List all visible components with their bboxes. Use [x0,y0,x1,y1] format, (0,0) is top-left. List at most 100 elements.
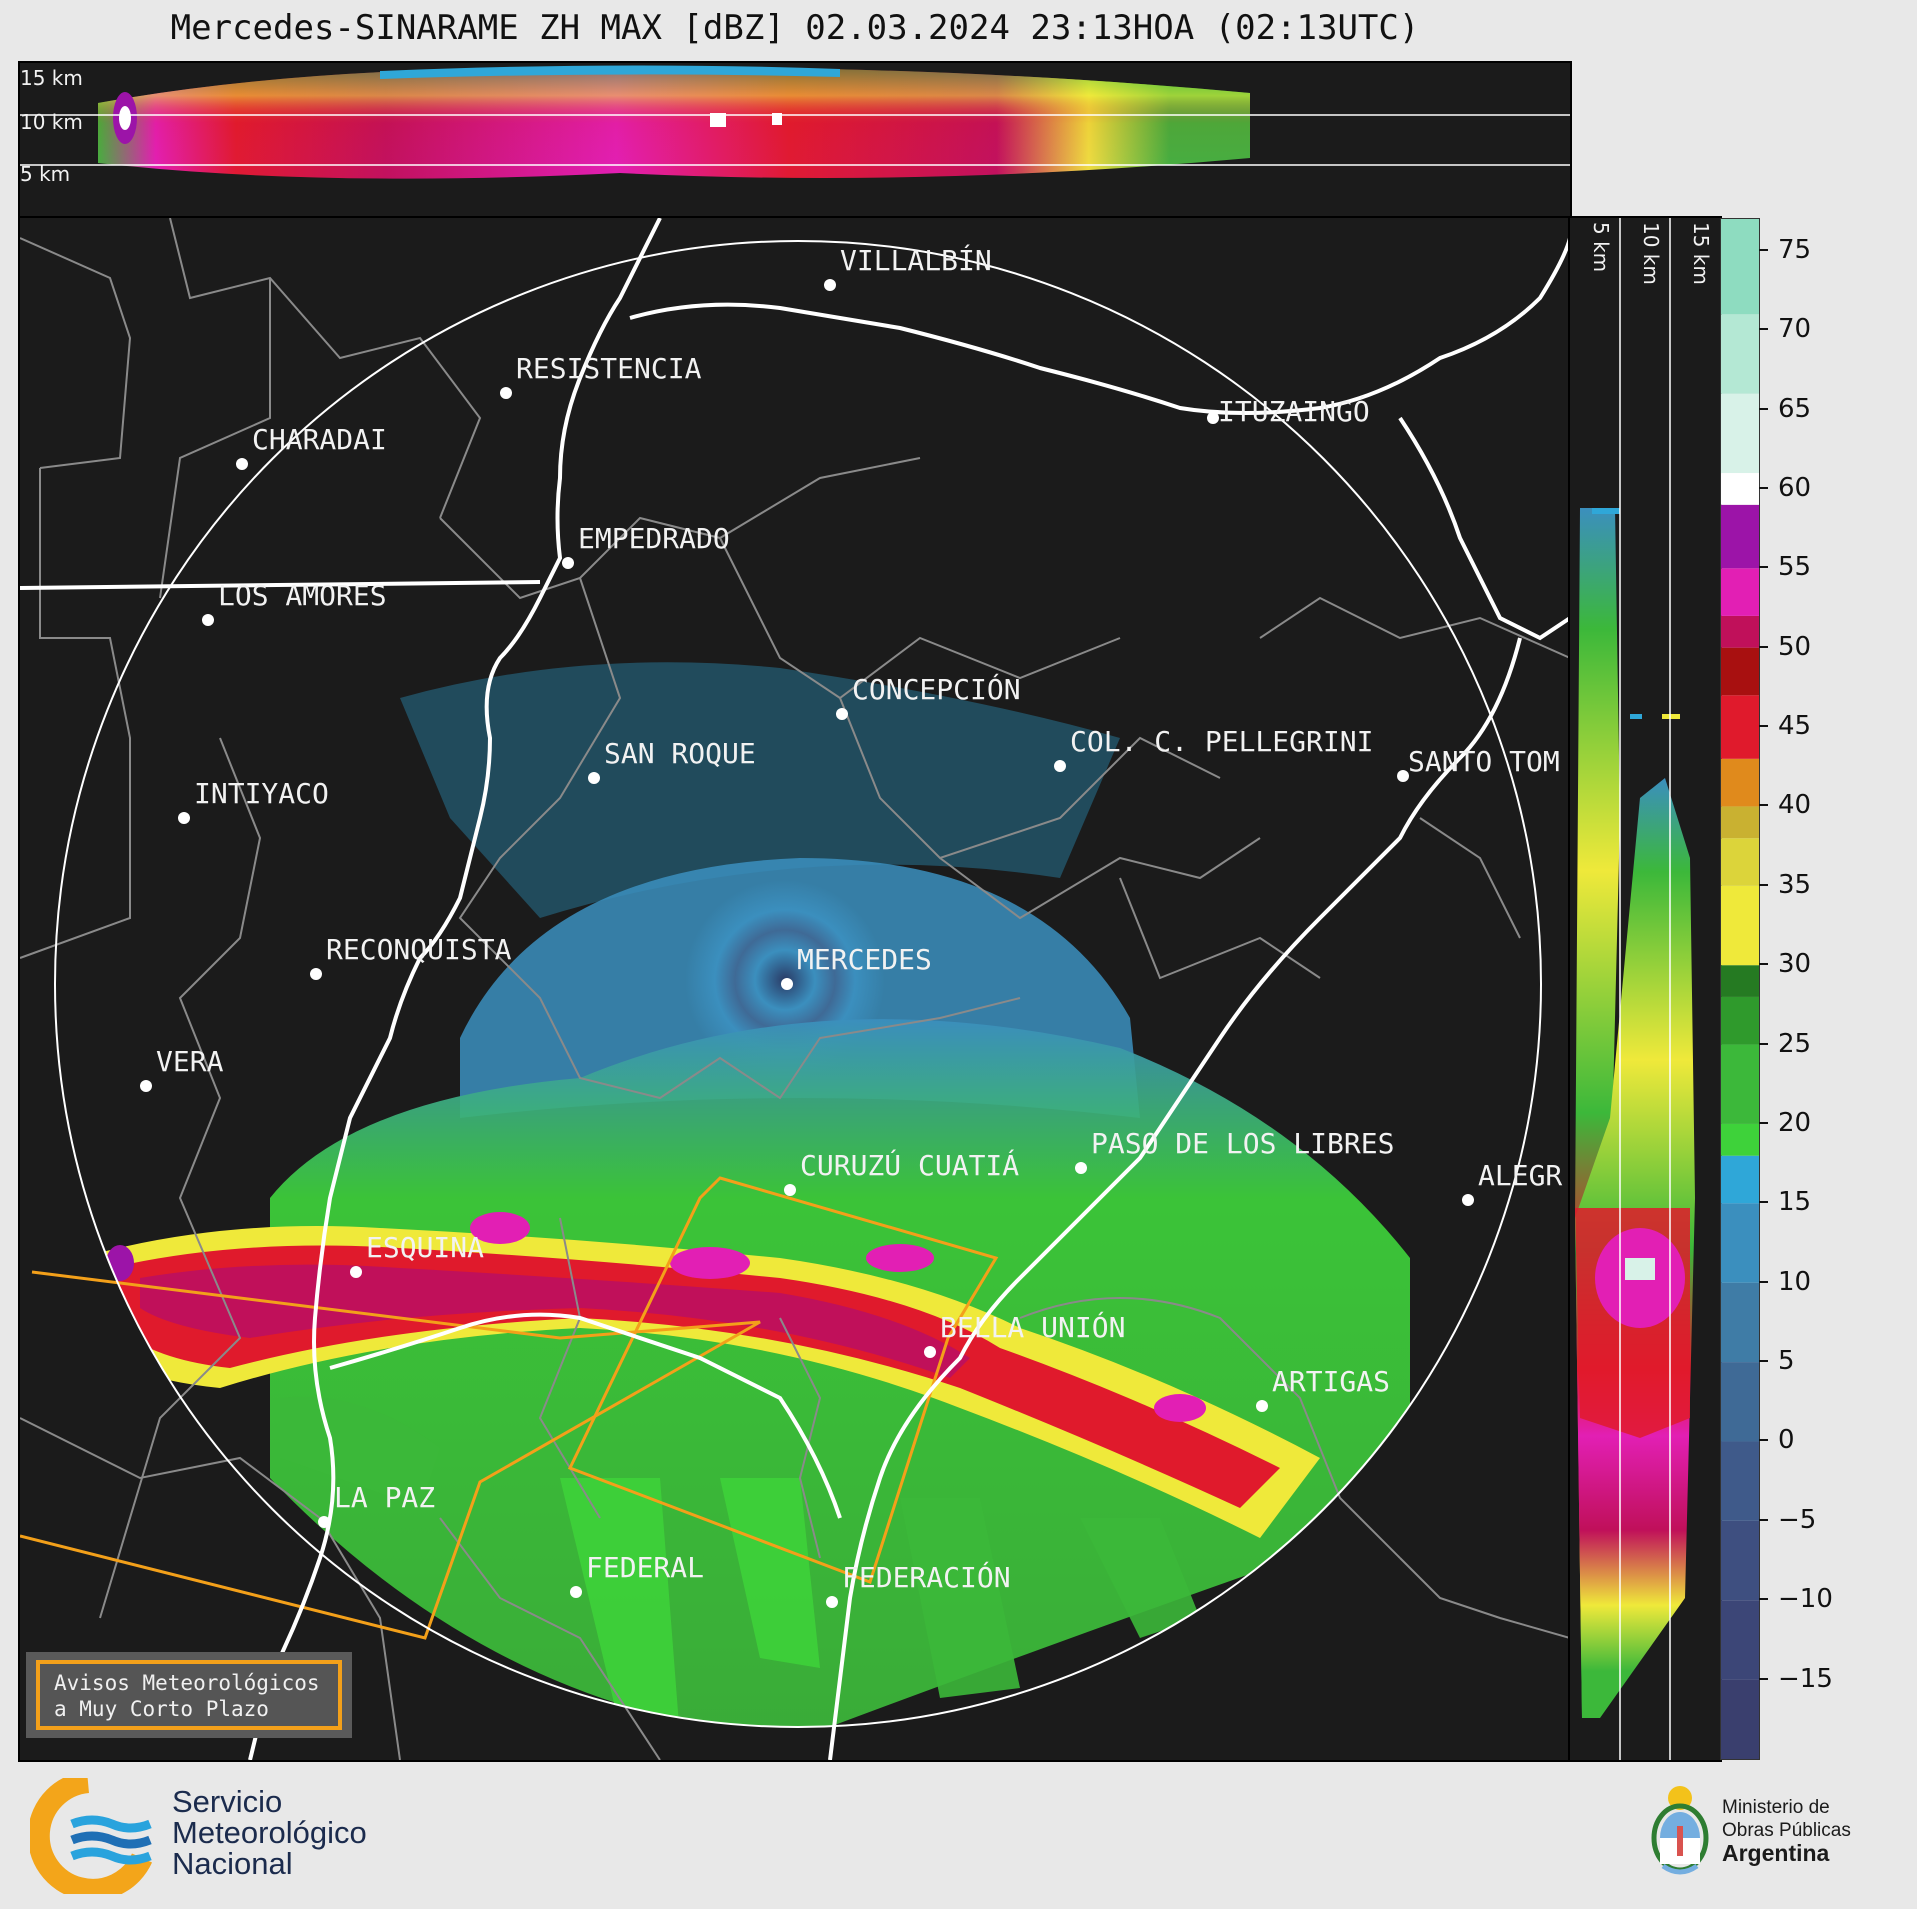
city-esquina[interactable]: ESQUINA [350,1231,484,1278]
colorbar-segment [1721,647,1759,696]
smn-logo-icon [30,1778,166,1894]
colorbar-segment [1721,965,1759,997]
colorbar-segment [1721,885,1759,966]
city-mercedes[interactable]: MERCEDES [781,943,932,990]
side-cross-section: 5 km 10 km 15 km [1568,216,1722,1762]
colorbar-tick-mark [1759,804,1768,807]
svg-text:INTIYACO: INTIYACO [194,777,329,810]
city-col-c-pellegrini[interactable]: COL. C. PELLEGRINI [1054,725,1373,772]
city-federacion[interactable]: FEDERACIÓN [826,1560,1011,1608]
colorbar-tick-mark [1759,963,1768,966]
colorbar-tick-mark [1759,1598,1768,1601]
city-resistencia[interactable]: RESISTENCIA [500,352,702,399]
colorbar-tick-label: 55 [1778,552,1812,583]
side-altitude-5: 5 km [1589,222,1613,272]
side-altitude-15: 15 km [1689,222,1713,285]
colorbar-tick-mark [1759,1201,1768,1204]
colorbar-tick-label: 20 [1778,1107,1812,1138]
city-bella-union[interactable]: BELLA UNIÓN [924,1310,1125,1358]
top-cross-section: 15 km 10 km 5 km [18,61,1572,220]
svg-text:CHARADAI: CHARADAI [252,423,387,456]
city-la-paz[interactable]: LA PAZ [318,1481,435,1528]
colorbar-tick-label: 70 [1778,314,1812,345]
svg-text:ESQUINA: ESQUINA [366,1231,484,1264]
city-artigas[interactable]: ARTIGAS [1256,1365,1390,1412]
svg-text:COL. C. PELLEGRINI: COL. C. PELLEGRINI [1070,725,1373,758]
smn-line1: Servicio [172,1784,283,1819]
colorbar-tick-mark [1759,725,1768,728]
svg-text:SANTO TOM: SANTO TOM [1408,745,1560,778]
colorbar-tick-label: −15 [1778,1663,1833,1694]
city-empedrado[interactable]: EMPEDRADO [562,522,730,569]
colorbar-tick-label: 75 [1778,234,1812,265]
smn-name: Servicio Meteorológico Nacional [172,1786,367,1879]
svg-text:LOS AMORES: LOS AMORES [218,579,387,612]
colorbar-segment [1721,473,1759,505]
city-curuzu-cuatia[interactable]: CURUZÚ CUATIÁ [784,1148,1019,1196]
colorbar-tick-mark [1759,1280,1768,1283]
city-paso-de-los-libres[interactable]: PASO DE LOS LIBRES [1075,1127,1394,1174]
warning-legend[interactable]: Avisos Meteorológicos a Muy Corto Plazo [36,1660,342,1730]
city-alegrete[interactable]: ALEGR [1462,1159,1562,1206]
city-federal[interactable]: FEDERAL [570,1551,704,1598]
colorbar-segment [1721,1362,1759,1442]
colorbar-tick-mark [1759,645,1768,648]
city-layer: VILLALBÍN RESISTENCIA CHARADAI ITUZAINGÓ… [140,243,1562,1608]
city-reconquista[interactable]: RECONQUISTA [310,933,512,980]
city-concepcion[interactable]: CONCEPCIÓN [836,672,1021,720]
colorbar-tick-label: 65 [1778,393,1812,424]
colorbar-tick-label: 30 [1778,949,1812,980]
colorbar-tick-mark [1759,1042,1768,1045]
city-charadai[interactable]: CHARADAI [236,423,387,470]
colorbar-segment [1721,219,1759,315]
colorbar-segment [1721,393,1759,474]
city-san-roque[interactable]: SAN ROQUE [588,737,756,784]
svg-text:FEDERACIÓN: FEDERACIÓN [842,1560,1011,1594]
colorbar-tick-mark [1759,407,1768,410]
city-intiyaco[interactable]: INTIYACO [178,777,329,824]
svg-text:BELLA UNIÓN: BELLA UNIÓN [940,1310,1125,1344]
colorbar-segment [1721,1282,1759,1363]
colorbar-segment [1721,806,1759,839]
colorbar-segment [1721,695,1759,759]
colorbar-segment [1721,1600,1759,1680]
city-ituzaingo[interactable]: ITUZAINGÓ [1207,394,1370,428]
colorbar-segment [1721,568,1759,616]
svg-text:EMPEDRADO: EMPEDRADO [578,522,730,555]
range-ring [54,240,1542,1728]
colorbar-tick-label: 10 [1778,1266,1812,1297]
colorbar-segment [1721,504,1759,569]
colorbar-tick-label: 0 [1778,1425,1795,1456]
radar-map[interactable]: VILLALBÍN RESISTENCIA CHARADAI ITUZAINGÓ… [18,216,1572,1762]
colorbar-segment [1721,838,1759,886]
colorbar-tick-mark [1759,1677,1768,1680]
ministry-line3: Argentina [1722,1840,1830,1866]
city-vera[interactable]: VERA [140,1045,224,1092]
colorbar-tick-mark [1759,883,1768,886]
city-los-amores[interactable]: LOS AMORES [202,579,387,626]
rivers-borders [20,218,1570,1760]
radar-echoes [80,662,1410,1727]
colorbar-segment [1721,1044,1759,1124]
colorbar-segment [1721,1155,1759,1204]
colorbar-tick-mark [1759,1439,1768,1442]
svg-text:SAN ROQUE: SAN ROQUE [604,737,756,770]
colorbar-segment [1721,1123,1759,1156]
svg-text:RECONQUISTA: RECONQUISTA [326,933,512,966]
warning-legend-line2: a Muy Corto Plazo [54,1697,269,1721]
city-santo-tome[interactable]: SANTO TOM [1397,745,1560,782]
colorbar-tick-label: 15 [1778,1187,1812,1218]
colorbar-tick-mark [1759,328,1768,331]
colorbar-tick-label: 40 [1778,790,1812,821]
svg-text:LA PAZ: LA PAZ [334,1481,435,1514]
top-altitude-15: 15 km [20,66,83,90]
svg-text:PASO DE LOS LIBRES: PASO DE LOS LIBRES [1091,1127,1394,1160]
city-villalbin[interactable]: VILLALBÍN [824,243,992,291]
svg-text:FEDERAL: FEDERAL [586,1551,704,1584]
colorbar-tick-label: 25 [1778,1028,1812,1059]
warning-polygons [20,1176,999,1640]
colorbar-segment [1721,314,1759,394]
top-altitude-10: 10 km [20,110,83,134]
colorbar-tick-mark [1759,1360,1768,1363]
ministry-line1: Ministerio de [1722,1797,1830,1818]
